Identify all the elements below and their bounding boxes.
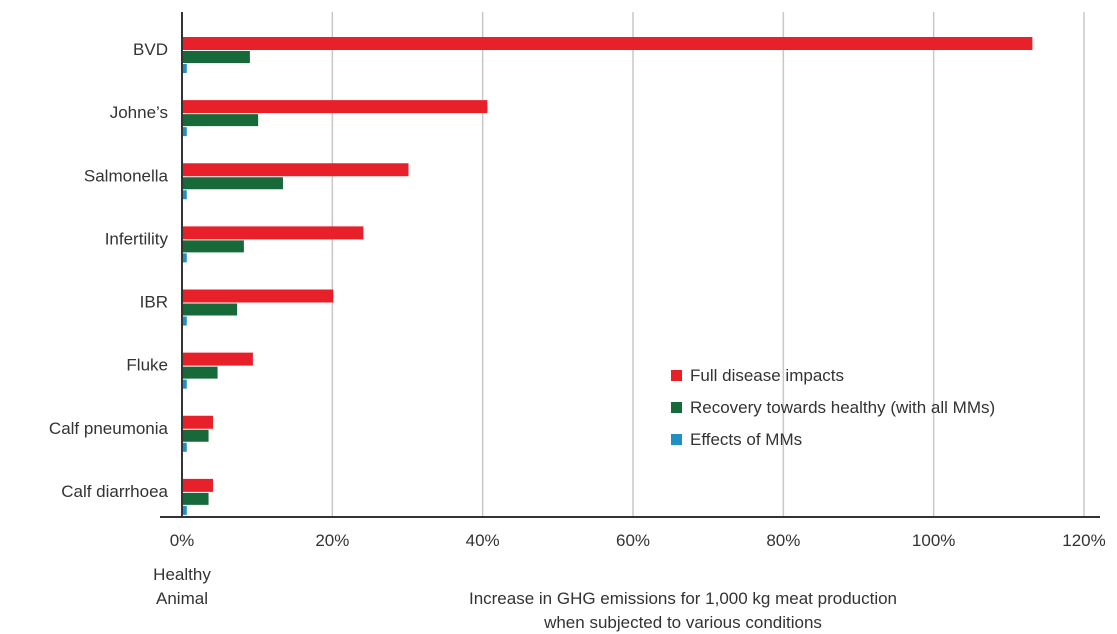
bar-full-disease-impacts <box>183 415 214 429</box>
bar-recovery-towards-healthy-with-all-mms <box>183 51 250 63</box>
bar-recovery-towards-healthy-with-all-mms <box>183 429 209 442</box>
bar-recovery-towards-healthy-with-all-mms <box>183 240 244 253</box>
bar-effects-of-mms <box>183 379 187 389</box>
category-label: Salmonella <box>84 166 169 185</box>
category-label: Johne’s <box>110 103 168 122</box>
bar-effects-of-mms <box>183 253 187 263</box>
bar-full-disease-impacts <box>183 352 253 366</box>
bar-recovery-towards-healthy-with-all-mms <box>183 366 218 379</box>
bars <box>183 37 1033 515</box>
x-tick-label: 40% <box>466 531 500 550</box>
x-tick-label: 0% <box>170 531 195 550</box>
bar-full-disease-impacts <box>183 478 214 492</box>
legend-swatch <box>671 370 682 381</box>
category-label: IBR <box>140 293 168 312</box>
x-tick-labels: 0% 20% 40% 60% 80% 100% 120% <box>170 531 1106 550</box>
bar-full-disease-impacts <box>183 37 1033 50</box>
legend-swatch <box>671 402 682 413</box>
x-tick-label: 100% <box>912 531 955 550</box>
axes <box>160 12 1100 518</box>
x-tick-label: 60% <box>616 531 650 550</box>
legend-label: Effects of MMs <box>690 430 802 449</box>
category-label: BVD <box>133 40 168 59</box>
category-label: Calf diarrhoea <box>61 482 168 501</box>
bar-effects-of-mms <box>183 505 187 515</box>
x-tick-label: 80% <box>766 531 800 550</box>
legend-swatch <box>671 434 682 445</box>
bar-effects-of-mms <box>183 316 187 326</box>
bar-effects-of-mms <box>183 190 187 200</box>
x-origin-label-line: Healthy <box>153 565 211 584</box>
bar-recovery-towards-healthy-with-all-mms <box>183 303 238 316</box>
legend: Full disease impacts Recovery towards hea… <box>671 366 995 449</box>
x-axis-title-line: Increase in GHG emissions for 1,000 kg m… <box>469 589 897 608</box>
category-label: Infertility <box>105 229 169 248</box>
bar-full-disease-impacts <box>183 226 364 240</box>
gridlines <box>331 12 1085 517</box>
bar-recovery-towards-healthy-with-all-mms <box>183 177 283 190</box>
x-tick-label: 120% <box>1062 531 1105 550</box>
category-label: Fluke <box>126 356 168 375</box>
bar-full-disease-impacts <box>183 163 409 177</box>
category-label: Calf pneumonia <box>49 419 169 438</box>
x-origin-label-line: Animal <box>156 589 208 608</box>
x-axis-title: Increase in GHG emissions for 1,000 kg m… <box>469 589 897 632</box>
legend-label: Recovery towards healthy (with all MMs) <box>690 398 995 417</box>
x-axis-title-line: when subjected to various conditions <box>543 613 822 632</box>
category-labels: BVD Johne’s Salmonella Infertility IBR Fluke C… <box>49 40 169 501</box>
bar-recovery-towards-healthy-with-all-mms <box>183 492 209 505</box>
legend-label: Full disease impacts <box>690 366 844 385</box>
x-origin-label: Healthy Animal <box>153 565 211 608</box>
x-tick-label: 20% <box>315 531 349 550</box>
bar-full-disease-impacts <box>183 289 334 303</box>
bar-effects-of-mms <box>183 127 187 137</box>
bar-full-disease-impacts <box>183 100 488 114</box>
bar-effects-of-mms <box>183 442 187 452</box>
bar-recovery-towards-healthy-with-all-mms <box>183 114 259 127</box>
bar-effects-of-mms <box>183 64 187 73</box>
